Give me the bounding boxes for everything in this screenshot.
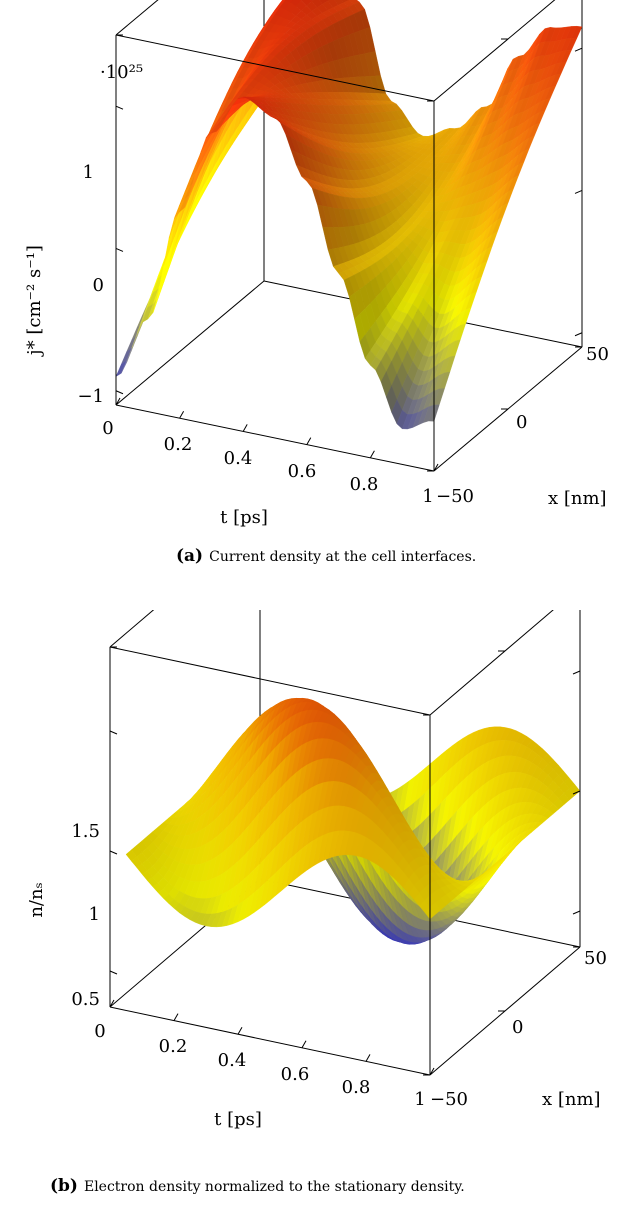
x-tick xyxy=(237,1026,243,1035)
chart-b-xtick-label: 1 xyxy=(414,1089,425,1110)
x-tick xyxy=(429,1067,435,1076)
chart-b-surface xyxy=(125,697,581,945)
caption-a: (a) Current density at the cell interface… xyxy=(176,546,476,566)
z-tick xyxy=(115,390,124,395)
x-tick xyxy=(173,1013,179,1021)
x-tick xyxy=(369,450,375,459)
chart-b: 1.5 1 0.5 n/nₛ 0 0.2 0.4 0.6 0.8 1 t [ps… xyxy=(26,610,607,1130)
chart-b-ytick-label: 50 xyxy=(584,948,607,969)
box-edge xyxy=(109,646,431,716)
chart-b-ztick-label: 1.5 xyxy=(71,821,100,842)
box-edge xyxy=(115,404,435,472)
z-tick xyxy=(109,970,118,975)
chart-b-xtick-label: 0 xyxy=(94,1021,105,1042)
caption-b: (b) Electron density normalized to the st… xyxy=(50,1176,465,1196)
surface-patch xyxy=(115,360,128,377)
z-tick xyxy=(109,730,118,735)
z-tick xyxy=(574,47,583,52)
chart-b-ylabel: x [nm] xyxy=(542,1089,601,1110)
chart-a-ticks xyxy=(115,34,583,472)
chart-a-ytick-label: 50 xyxy=(586,344,609,365)
chart-a-ztick-label: 1 xyxy=(83,162,94,183)
box-edge xyxy=(115,280,265,406)
z-tick xyxy=(109,850,118,855)
chart-b-ytick-label: 0 xyxy=(512,1017,523,1038)
x-tick xyxy=(306,437,312,445)
chart-a-xlabel: t [ps] xyxy=(220,507,268,528)
chart-a-ztick-label: 0 xyxy=(93,275,104,296)
x-tick xyxy=(242,424,248,432)
x-tick xyxy=(301,1040,307,1049)
chart-a-xtick-label: 0 xyxy=(102,418,113,439)
chart-b-xtick-label: 0.4 xyxy=(218,1050,247,1071)
chart-b-zlabel: n/nₛ xyxy=(26,882,47,917)
z-tick xyxy=(574,190,583,194)
z-tick xyxy=(574,332,583,337)
chart-a-xtick-label: 1 xyxy=(422,486,433,507)
x-tick xyxy=(365,1054,371,1062)
caption-b-label: (b) xyxy=(50,1176,78,1196)
chart-a-xtick-label: 0.8 xyxy=(350,474,379,495)
box-edge xyxy=(115,34,435,102)
chart-a-ytick-label: 0 xyxy=(516,412,527,433)
chart-b-ticks xyxy=(109,646,581,1076)
caption-a-label: (a) xyxy=(176,546,204,566)
z-tick xyxy=(572,790,581,795)
chart-a: ·10²⁵ 1 0 −1 j* [cm⁻² s⁻¹] 0 0.2 0.4 0.6… xyxy=(24,0,609,528)
x-tick xyxy=(433,463,439,472)
x-tick xyxy=(109,999,115,1008)
box-edge xyxy=(109,610,155,648)
caption-b-text: Electron density normalized to the stati… xyxy=(83,1179,465,1195)
z-tick xyxy=(115,248,124,252)
chart-b-xtick-label: 0.8 xyxy=(342,1077,371,1098)
chart-a-xtick-label: 0.2 xyxy=(164,434,193,455)
x-tick xyxy=(115,397,121,406)
z-tick xyxy=(572,910,581,915)
chart-a-ztick-label: −1 xyxy=(77,386,104,407)
x-tick xyxy=(179,410,185,419)
chart-b-ztick-label: 1 xyxy=(89,904,100,925)
chart-b-ytick-label: −50 xyxy=(430,1089,468,1110)
chart-a-ytick-label: −50 xyxy=(436,486,474,507)
chart-a-zscale: ·10²⁵ xyxy=(100,62,143,83)
box-edge xyxy=(109,1006,431,1076)
chart-a-surface xyxy=(115,0,583,430)
box-edge xyxy=(115,0,159,36)
caption-a-text: Current density at the cell interfaces. xyxy=(209,549,477,565)
z-tick xyxy=(115,105,124,110)
chart-b-ztick-label: 0.5 xyxy=(71,989,100,1010)
chart-a-xtick-label: 0.6 xyxy=(288,461,317,482)
chart-b-xtick-label: 0.6 xyxy=(281,1064,310,1085)
chart-b-xtick-label: 0.2 xyxy=(159,1036,188,1057)
chart-a-ylabel: x [nm] xyxy=(548,488,607,509)
z-tick xyxy=(572,670,581,675)
chart-b-xlabel: t [ps] xyxy=(214,1109,262,1130)
chart-a-xtick-label: 0.4 xyxy=(224,448,253,469)
chart-a-zlabel: j* [cm⁻² s⁻¹] xyxy=(24,245,45,357)
box-edge xyxy=(429,610,554,716)
